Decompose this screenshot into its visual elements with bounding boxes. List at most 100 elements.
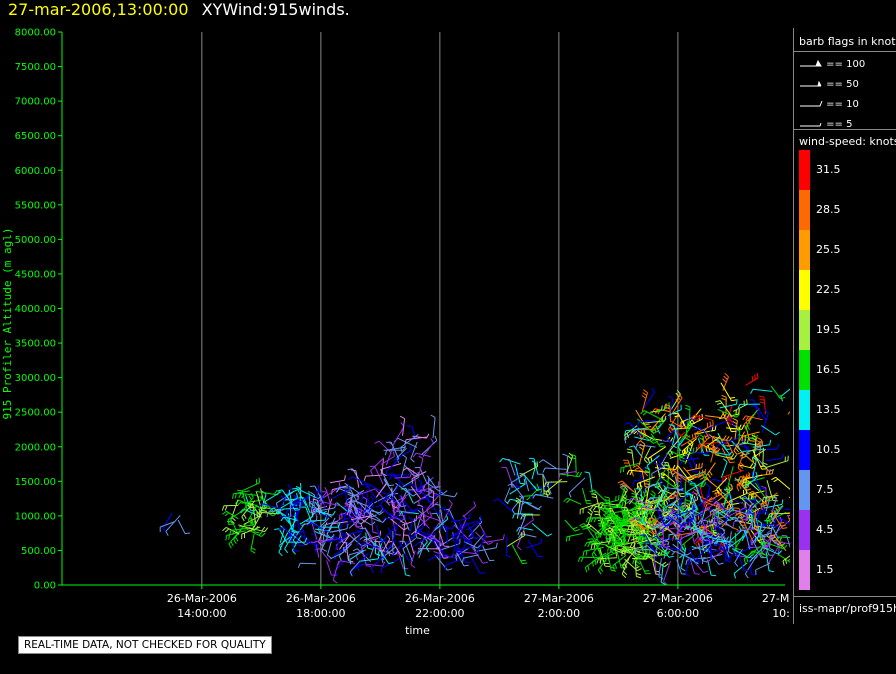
wind-barb — [709, 478, 727, 484]
wind-barb — [721, 439, 735, 455]
wind-barb — [685, 493, 699, 511]
wind-barb — [635, 429, 647, 446]
wind-barb — [667, 436, 682, 458]
wind-barb — [698, 518, 715, 526]
wind-barb — [347, 468, 363, 486]
wind-barb — [428, 477, 434, 499]
wind-barb — [607, 542, 629, 552]
wind-barb — [680, 504, 697, 525]
barb-key-label: == 10 — [823, 99, 859, 110]
wind-barb — [751, 404, 767, 421]
wind-barb — [641, 469, 651, 488]
wind-barb — [516, 526, 534, 532]
wind-barb — [322, 482, 341, 499]
wind-barb — [699, 485, 710, 509]
wind-barb — [527, 539, 544, 558]
wind-barb — [558, 471, 577, 479]
wind-barb — [227, 509, 245, 525]
wind-barb — [720, 458, 728, 478]
wind-barb — [412, 531, 431, 548]
wind-barb — [568, 477, 586, 498]
wind-barb — [476, 531, 487, 555]
wind-barb — [685, 453, 699, 473]
wind-barb — [668, 424, 681, 446]
wind-barb — [507, 483, 525, 499]
wind-barb — [417, 513, 442, 522]
wind-barb — [745, 440, 764, 454]
wind-barb — [285, 498, 292, 518]
wind-barb — [722, 469, 744, 483]
header-title: XYWind:915winds. — [201, 0, 350, 19]
wind-barb — [761, 494, 779, 503]
wind-barb — [714, 453, 737, 460]
wind-barb — [685, 468, 706, 480]
wind-barb — [778, 554, 790, 563]
wind-barb — [367, 506, 384, 516]
wind-barb — [689, 557, 700, 575]
wind-barb — [349, 560, 361, 577]
wind-barb — [400, 495, 411, 514]
wind-barb — [314, 533, 335, 543]
wind-barb — [361, 495, 374, 516]
wind-barb — [438, 492, 458, 498]
wind-barb — [336, 502, 353, 513]
wind-barb — [385, 446, 407, 456]
wind-barb — [599, 547, 611, 567]
wind-barb — [279, 510, 299, 518]
wind-barb — [765, 453, 784, 462]
wind-barb — [700, 443, 721, 453]
wind-barb — [402, 554, 411, 577]
wind-barb — [712, 435, 733, 442]
wind-barb — [685, 558, 691, 577]
wind-barb — [517, 513, 526, 536]
wind-barb — [422, 476, 434, 492]
wind-barb — [641, 389, 648, 412]
wind-barb — [708, 542, 728, 555]
x-tick-date: 26-Mar-2006 — [286, 592, 356, 605]
wind-barb — [410, 550, 416, 568]
wind-barb — [644, 481, 663, 494]
wind-barb — [233, 522, 247, 544]
wind-barb — [688, 507, 705, 521]
wind-barb — [685, 404, 691, 425]
wind-barb — [587, 538, 602, 555]
y-axis-label: 915 Profiler Altitude (m agl) — [1, 227, 14, 419]
wind-barb — [545, 478, 563, 497]
wind-barb — [660, 563, 666, 586]
wind-barb — [390, 524, 398, 549]
wind-barb — [647, 446, 667, 464]
wind-barb — [278, 535, 287, 557]
wind-barb — [351, 562, 368, 575]
y-tick-label: 1500.00 — [15, 477, 56, 488]
wind-barb — [319, 522, 341, 528]
wind-barb — [414, 510, 423, 535]
wind-barb — [314, 502, 337, 513]
wind-barb — [697, 519, 723, 525]
wind-barb — [608, 510, 627, 519]
wind-barb — [770, 385, 786, 400]
wind-barb — [596, 557, 618, 564]
wind-barb — [247, 504, 258, 525]
wind-barb — [562, 453, 569, 477]
wind-barb — [422, 438, 434, 458]
wind-barb — [229, 527, 250, 536]
wind-barb — [744, 471, 759, 489]
wind-barb — [413, 518, 422, 540]
x-tick-time: 18:00:00 — [296, 607, 345, 620]
wind-barb — [603, 507, 616, 523]
wind-barb — [403, 534, 415, 554]
wind-barb — [737, 476, 756, 482]
wind-barb — [640, 410, 664, 421]
wind-barb — [639, 560, 651, 575]
speed-color-swatch — [799, 470, 810, 510]
wind-barb — [689, 449, 710, 455]
wind-barb — [370, 457, 385, 476]
wind-barb — [717, 408, 741, 418]
wind-barb — [386, 441, 400, 460]
wind-barb — [700, 517, 713, 534]
wind-barb — [359, 542, 380, 549]
wind-barb — [255, 490, 267, 512]
speed-level-label: 22.5 — [816, 283, 841, 296]
wind-barb — [597, 556, 609, 575]
wind-barb — [385, 459, 400, 477]
